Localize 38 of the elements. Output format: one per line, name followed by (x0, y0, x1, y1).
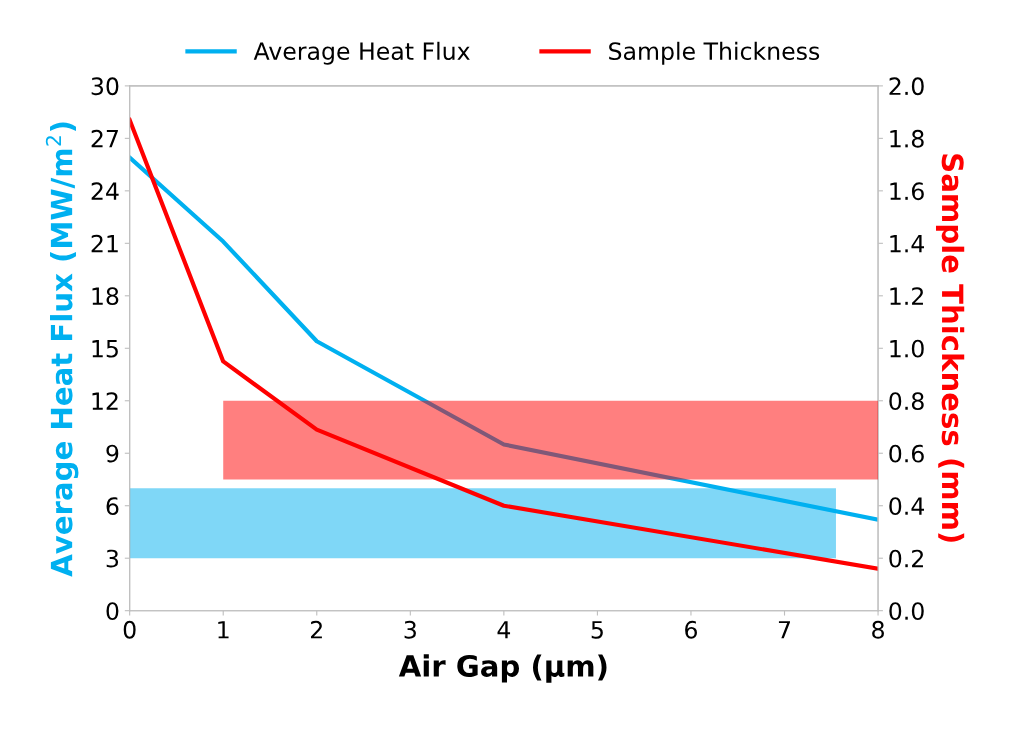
y2-tick-label: 0.6 (889, 444, 924, 463)
y-tick-label: 27 (91, 129, 118, 148)
y-tick-label: 15 (92, 340, 118, 358)
x-tick-label: 2 (310, 620, 322, 639)
line-series (129, 117, 879, 571)
x-axis-title: Air Gap (µm) (398, 654, 607, 683)
x-tick-label: 3 (404, 620, 416, 639)
line-series (129, 155, 879, 522)
y-tick-label: 12 (92, 392, 118, 410)
y2-tick-label: 0.2 (889, 549, 923, 568)
legend-label: Sample Thickness (609, 41, 820, 65)
y2-tick-label: 1.4 (890, 235, 925, 253)
y2-tick-label: 0.4 (889, 497, 925, 516)
y2-tick-label: 1.2 (890, 287, 923, 305)
y-tick-label: 6 (106, 497, 119, 516)
legend-label: Average Heat Flux (253, 41, 470, 65)
x-tick-label: 4 (497, 621, 511, 639)
y-tick-label: 9 (106, 444, 119, 463)
y-tick-label: 0 (106, 602, 119, 620)
y-tick-label: 30 (91, 77, 119, 96)
x-tick-label: 0 (123, 620, 136, 639)
x-tick-label: 7 (778, 621, 790, 639)
y2-tick-label: 1.8 (890, 129, 924, 148)
y-tick-label: 3 (106, 549, 119, 568)
y2-axis-title: Sample Thickness (mm) (935, 154, 965, 542)
x-tick-label: 6 (685, 620, 697, 639)
y2-tick-label: 1.6 (890, 182, 924, 201)
y-tick-label: 24 (91, 182, 119, 200)
y2-tick-label: 1.0 (890, 339, 924, 358)
y2-tick-label: 0.8 (889, 392, 924, 411)
y-tick-label: 18 (92, 287, 119, 306)
y2-tick-label: 0.0 (889, 602, 924, 620)
x-tick-label: 5 (591, 621, 603, 639)
y-tick-label: 21 (91, 234, 118, 253)
y2-tick-label: 2.0 (889, 77, 924, 96)
x-tick-label: 8 (872, 620, 884, 639)
y-axis-title: Average Heat Flux (MW/m$^{2}$) (45, 122, 79, 577)
x-tick-label: 1 (218, 621, 229, 639)
